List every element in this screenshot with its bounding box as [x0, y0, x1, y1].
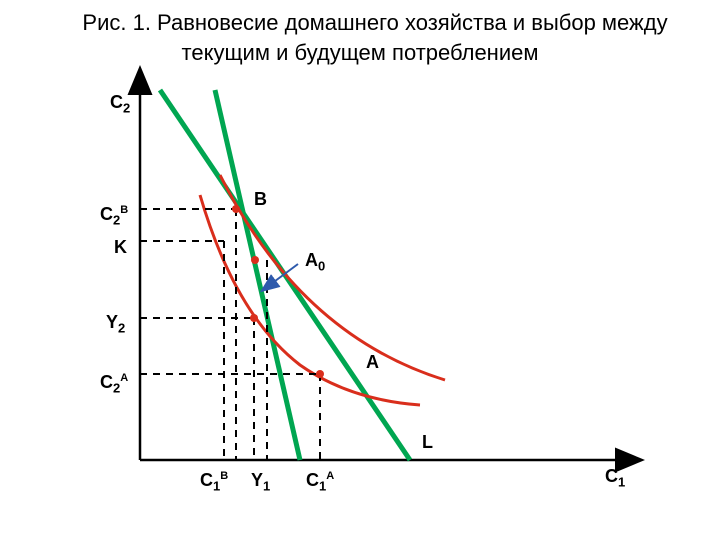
label-c1b: С1B — [200, 470, 228, 494]
label-b: B — [254, 189, 267, 210]
label-y1: Y1 — [251, 470, 270, 494]
label-a: A — [366, 352, 379, 373]
x-axis-label: С1 — [605, 466, 625, 490]
diagram-svg — [0, 0, 720, 540]
label-a0: A0 — [305, 250, 325, 274]
label-c1a: С1A — [306, 470, 334, 494]
label-k: K — [114, 237, 127, 258]
label-l: L — [422, 432, 433, 453]
label-c2a: С2A — [100, 372, 128, 396]
label-y2: Y2 — [106, 312, 125, 336]
y-axis-label: С2 — [110, 92, 130, 116]
label-c2b: С2B — [100, 204, 128, 228]
